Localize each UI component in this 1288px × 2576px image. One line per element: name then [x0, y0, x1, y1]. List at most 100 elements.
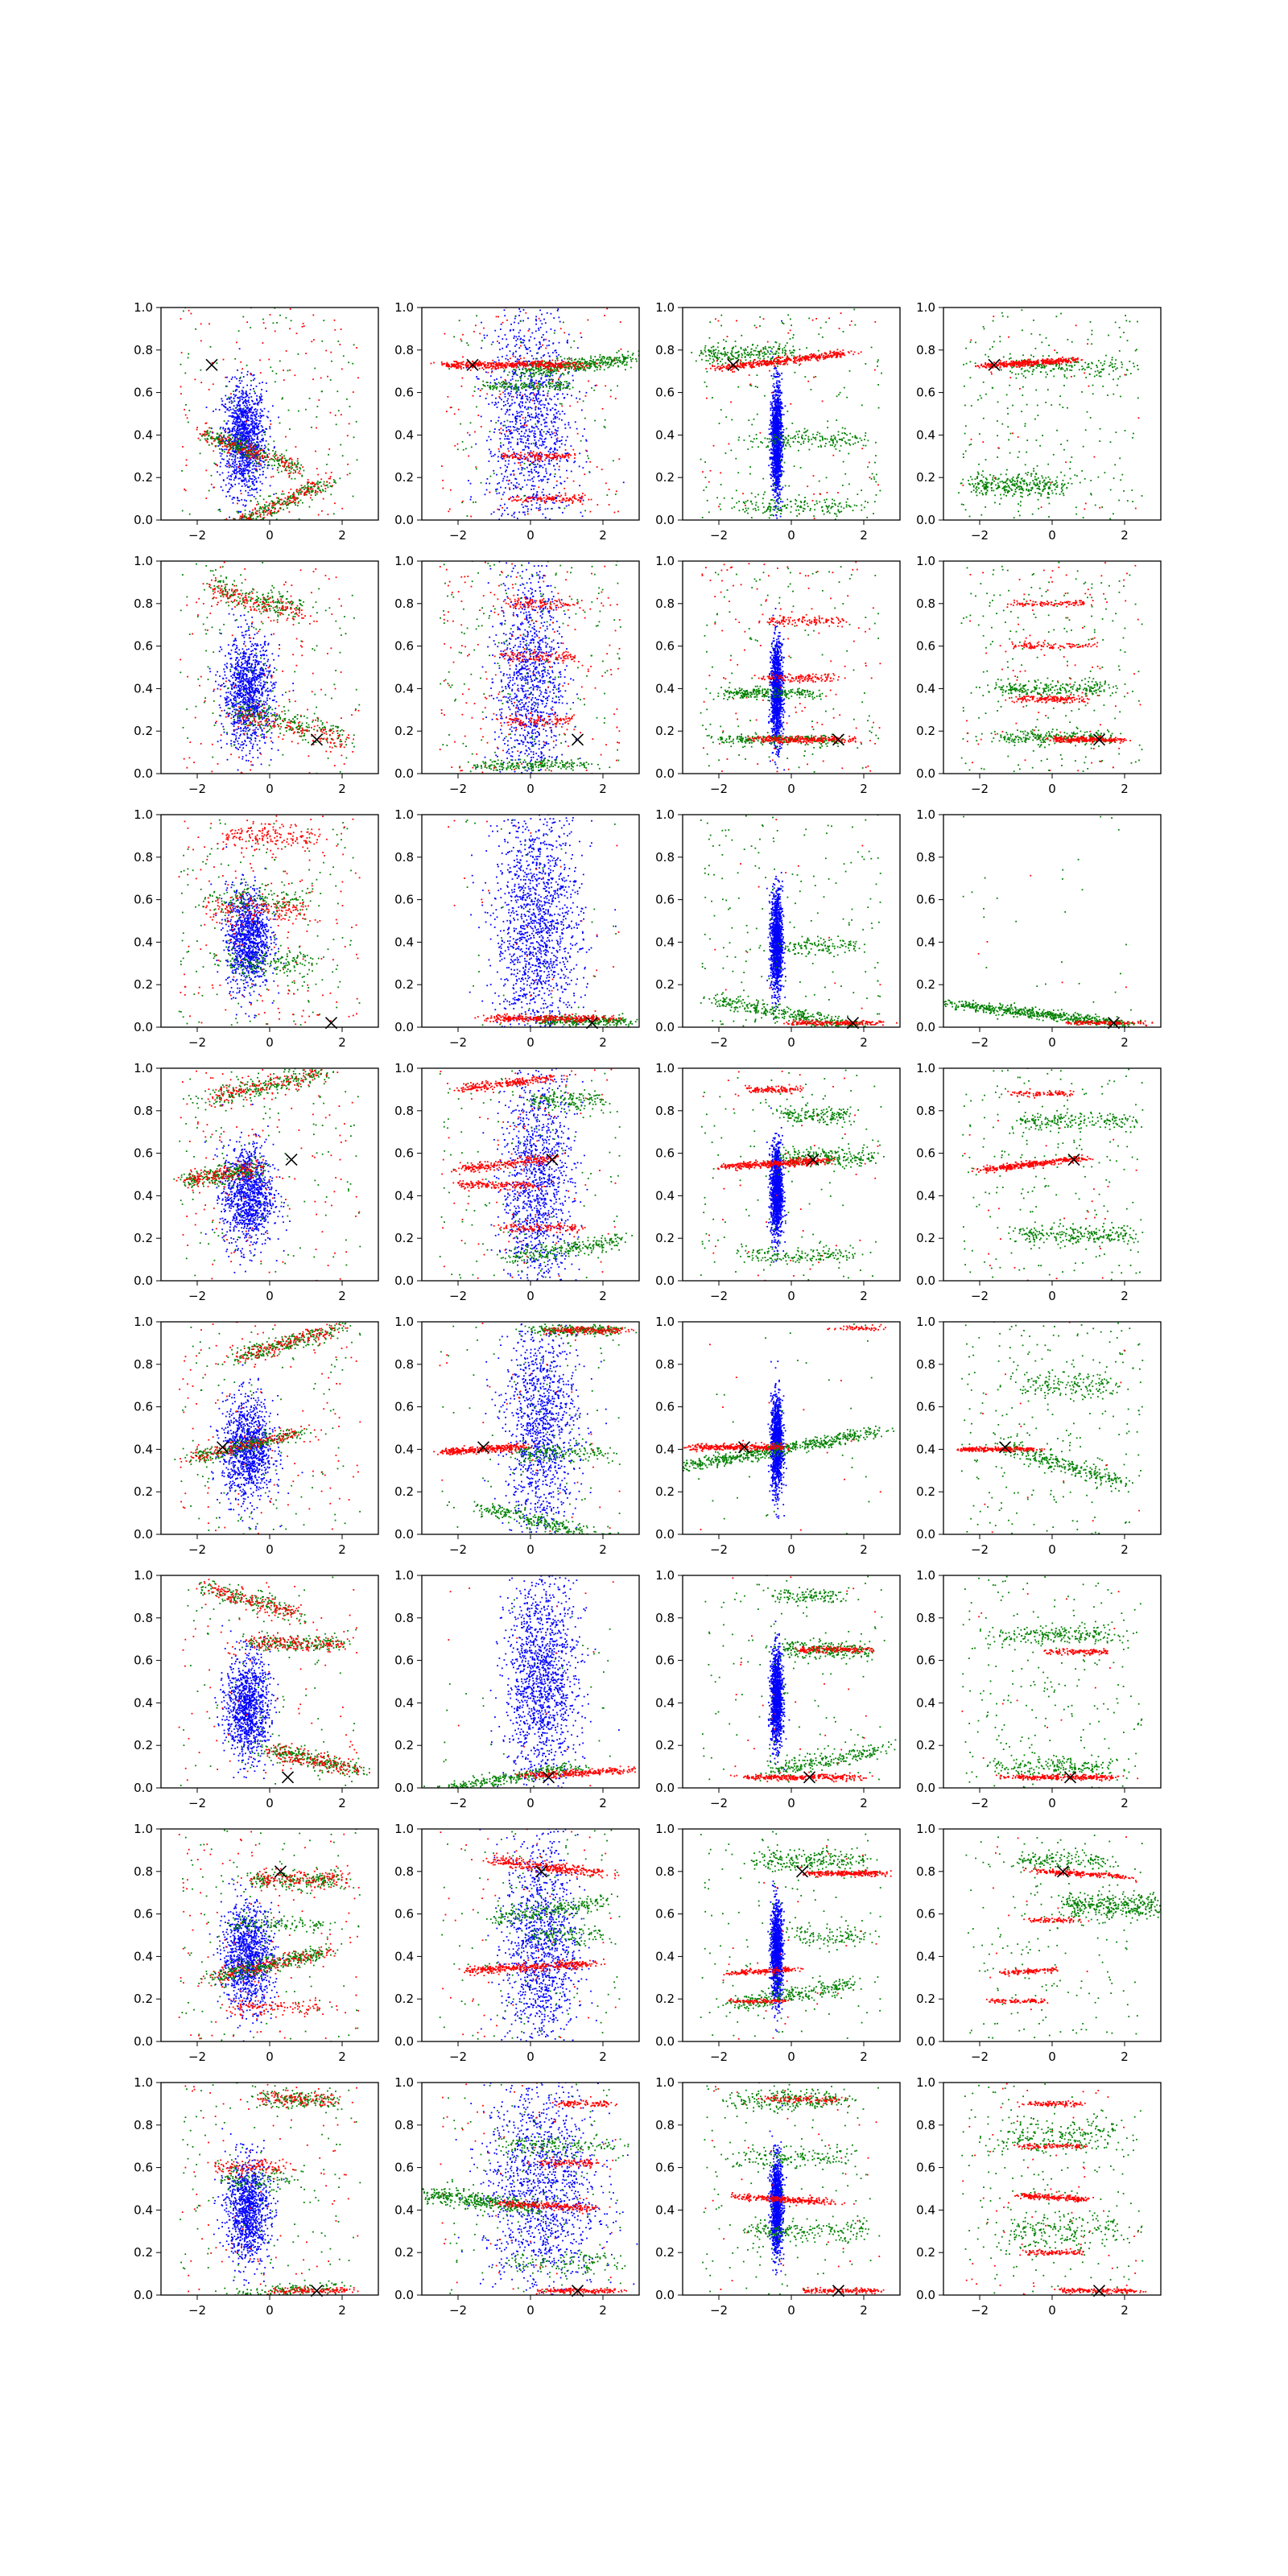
- green-point: [278, 498, 279, 500]
- green-point: [353, 436, 355, 438]
- blue-point: [517, 365, 518, 367]
- red-point: [509, 457, 510, 459]
- red-point: [303, 325, 305, 327]
- red-point: [320, 378, 322, 379]
- y-tick-label: 0.6: [134, 386, 153, 400]
- green-point: [529, 384, 530, 386]
- green-point: [568, 373, 569, 374]
- red-point: [256, 452, 258, 453]
- green-point: [245, 514, 246, 515]
- blue-point: [522, 396, 523, 398]
- blue-point: [241, 413, 242, 415]
- green-point: [609, 364, 611, 365]
- green-point: [284, 469, 286, 471]
- green-point: [261, 508, 262, 510]
- green-point: [507, 374, 509, 376]
- red-point: [568, 456, 569, 457]
- blue-point: [237, 500, 239, 502]
- blue-point: [545, 469, 547, 470]
- red-point: [314, 484, 316, 485]
- red-point: [325, 488, 327, 489]
- green-point: [489, 386, 490, 388]
- green-point: [181, 470, 183, 472]
- blue-point: [553, 415, 555, 416]
- red-point: [462, 334, 464, 336]
- green-point: [321, 390, 323, 392]
- red-point: [457, 365, 459, 366]
- blue-point: [543, 354, 545, 356]
- blue-point: [517, 338, 518, 340]
- red-point: [555, 500, 557, 502]
- blue-point: [536, 491, 538, 493]
- green-point: [188, 410, 190, 411]
- red-point: [225, 377, 226, 378]
- blue-point: [556, 449, 558, 451]
- red-point: [559, 365, 561, 366]
- blue-point: [529, 402, 530, 403]
- red-point: [288, 492, 290, 493]
- green-point: [520, 384, 522, 386]
- red-point: [483, 328, 485, 329]
- green-point: [559, 507, 561, 509]
- green-point: [555, 473, 556, 475]
- blue-point: [238, 478, 240, 480]
- blue-point: [512, 376, 514, 378]
- blue-point: [571, 395, 572, 397]
- blue-point: [254, 415, 256, 417]
- blue-point: [559, 477, 561, 478]
- blue-point: [233, 464, 234, 465]
- blue-point: [237, 426, 238, 427]
- blue-point: [518, 347, 520, 349]
- blue-point: [244, 421, 246, 423]
- red-point: [496, 368, 497, 369]
- y-tick-label: 0.0: [134, 513, 153, 527]
- blue-point: [510, 442, 512, 444]
- green-point: [543, 431, 545, 433]
- red-point: [584, 368, 585, 369]
- red-point: [500, 367, 502, 369]
- red-point: [545, 361, 547, 363]
- green-point: [232, 437, 233, 439]
- green-point: [279, 423, 281, 424]
- green-point: [265, 447, 266, 448]
- green-point: [320, 481, 321, 483]
- green-point: [562, 373, 564, 374]
- blue-point: [497, 460, 499, 462]
- red-point: [532, 461, 534, 463]
- blue-point: [250, 393, 251, 394]
- red-point: [597, 504, 598, 506]
- blue-point: [524, 512, 526, 514]
- blue-point: [556, 463, 558, 464]
- red-point: [569, 364, 571, 365]
- blue-point: [255, 408, 257, 410]
- blue-point: [534, 431, 535, 432]
- green-point: [283, 501, 285, 502]
- green-point: [503, 387, 505, 389]
- blue-point: [539, 401, 541, 402]
- blue-point: [533, 464, 535, 465]
- blue-point: [519, 330, 521, 332]
- blue-point: [220, 452, 221, 454]
- red-point: [547, 369, 549, 370]
- blue-point: [553, 371, 555, 373]
- green-point: [305, 409, 307, 411]
- red-point: [522, 364, 523, 365]
- red-point: [448, 510, 449, 512]
- blue-point: [533, 489, 535, 490]
- blue-point: [522, 449, 524, 451]
- red-point: [574, 368, 576, 369]
- red-point: [541, 456, 543, 458]
- blue-point: [564, 413, 566, 415]
- blue-point: [506, 400, 508, 402]
- red-point: [198, 438, 200, 440]
- red-point: [318, 514, 320, 516]
- blue-point: [244, 428, 246, 430]
- red-point: [580, 502, 581, 503]
- green-point: [548, 372, 550, 374]
- green-point: [555, 373, 557, 374]
- green-point: [559, 386, 561, 387]
- green-point: [258, 459, 260, 460]
- blue-point: [553, 426, 555, 427]
- green-point: [259, 508, 261, 510]
- blue-point: [531, 473, 533, 474]
